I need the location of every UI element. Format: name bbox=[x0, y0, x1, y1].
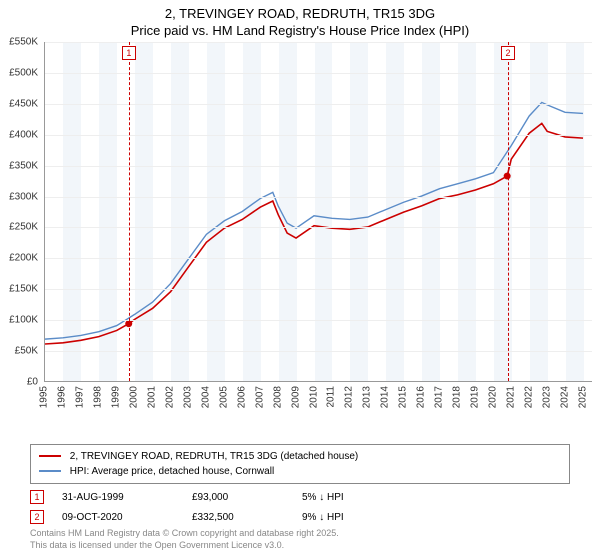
sale-num-box: 2 bbox=[30, 510, 44, 524]
legend-box: 2, TREVINGEY ROAD, REDRUTH, TR15 3DG (de… bbox=[30, 444, 570, 484]
y-tick-label: £250K bbox=[9, 222, 38, 233]
gridline-h bbox=[45, 73, 592, 74]
legend-swatch-1 bbox=[39, 455, 61, 457]
legend-swatch-2 bbox=[39, 470, 61, 472]
x-axis: 1995199619971998199920002001200220032004… bbox=[44, 384, 592, 412]
gridline-h bbox=[45, 227, 592, 228]
x-tick-label: 2010 bbox=[308, 386, 319, 408]
y-tick-label: £300K bbox=[9, 191, 38, 202]
y-tick-label: £150K bbox=[9, 284, 38, 295]
legend-label-1: 2, TREVINGEY ROAD, REDRUTH, TR15 3DG (de… bbox=[70, 451, 358, 462]
sale-price: £93,000 bbox=[192, 492, 302, 503]
chart-title: 2, TREVINGEY ROAD, REDRUTH, TR15 3DG Pri… bbox=[0, 0, 600, 40]
sale-num-box: 1 bbox=[30, 490, 44, 504]
y-axis: £0£50K£100K£150K£200K£250K£300K£350K£400… bbox=[0, 42, 42, 382]
sale-row: 1 31-AUG-1999£93,0005% ↓ HPI bbox=[30, 490, 570, 504]
y-tick-label: £350K bbox=[9, 160, 38, 171]
legend-item-1: 2, TREVINGEY ROAD, REDRUTH, TR15 3DG (de… bbox=[39, 449, 561, 464]
gridline-h bbox=[45, 42, 592, 43]
y-tick-label: £0 bbox=[27, 377, 38, 388]
gridline-h bbox=[45, 351, 592, 352]
x-tick-label: 2020 bbox=[488, 386, 499, 408]
chart-area: £0 £50K £100K £150K £200K £250K £300K £350K £400… bbox=[0, 42, 600, 412]
x-tick-label: 1998 bbox=[92, 386, 103, 408]
x-tick-label: 2022 bbox=[524, 386, 535, 408]
chart-container: 2, TREVINGEY ROAD, REDRUTH, TR15 3DG Pri… bbox=[0, 0, 600, 560]
x-tick-label: 1997 bbox=[74, 386, 85, 408]
x-tick-label: 2023 bbox=[542, 386, 553, 408]
y-tick-label: £400K bbox=[9, 129, 38, 140]
x-tick-label: 2017 bbox=[434, 386, 445, 408]
legend-area: 2, TREVINGEY ROAD, REDRUTH, TR15 3DG (de… bbox=[30, 444, 570, 524]
x-tick-label: 2006 bbox=[236, 386, 247, 408]
sale-vertical-line bbox=[508, 42, 509, 381]
sale-marker: 1 bbox=[122, 46, 136, 60]
x-tick-label: 2025 bbox=[578, 386, 589, 408]
sales-rows: 1 31-AUG-1999£93,0005% ↓ HPI 2 09-OCT-2020£… bbox=[30, 490, 570, 524]
title-line-1: 2, TREVINGEY ROAD, REDRUTH, TR15 3DG bbox=[0, 6, 600, 23]
x-tick-label: 1999 bbox=[110, 386, 121, 408]
gridline-h bbox=[45, 258, 592, 259]
series-line-hpi bbox=[45, 102, 583, 339]
x-tick-label: 2007 bbox=[254, 386, 265, 408]
x-tick-label: 2009 bbox=[290, 386, 301, 408]
x-tick-label: 1995 bbox=[39, 386, 50, 408]
x-tick-label: 2005 bbox=[218, 386, 229, 408]
x-tick-label: 2000 bbox=[128, 386, 139, 408]
x-tick-label: 2016 bbox=[416, 386, 427, 408]
x-tick-label: 2015 bbox=[398, 386, 409, 408]
gridline-h bbox=[45, 289, 592, 290]
y-tick-label: £550K bbox=[9, 37, 38, 48]
footer-line-2: This data is licensed under the Open Gov… bbox=[30, 540, 339, 552]
series-line-price_paid bbox=[45, 123, 583, 344]
footer-attribution: Contains HM Land Registry data © Crown c… bbox=[30, 528, 339, 551]
x-tick-label: 2013 bbox=[362, 386, 373, 408]
footer-line-1: Contains HM Land Registry data © Crown c… bbox=[30, 528, 339, 540]
legend-item-2: HPI: Average price, detached house, Corn… bbox=[39, 464, 561, 479]
x-tick-label: 2019 bbox=[470, 386, 481, 408]
x-tick-label: 2001 bbox=[146, 386, 157, 408]
x-tick-label: 1996 bbox=[56, 386, 67, 408]
y-tick-label: £500K bbox=[9, 67, 38, 78]
sale-date: 09-OCT-2020 bbox=[62, 512, 192, 523]
y-tick-label: £100K bbox=[9, 315, 38, 326]
sale-delta: 5% ↓ HPI bbox=[302, 492, 344, 503]
y-tick-label: £200K bbox=[9, 253, 38, 264]
x-tick-label: 2024 bbox=[560, 386, 571, 408]
title-line-2: Price paid vs. HM Land Registry's House … bbox=[0, 23, 600, 40]
y-tick-label: £450K bbox=[9, 98, 38, 109]
x-tick-label: 2021 bbox=[506, 386, 517, 408]
sale-vertical-line bbox=[129, 42, 130, 381]
x-tick-label: 2008 bbox=[272, 386, 283, 408]
y-tick-label: £50K bbox=[15, 346, 38, 357]
gridline-h bbox=[45, 320, 592, 321]
x-tick-label: 2004 bbox=[200, 386, 211, 408]
x-tick-label: 2011 bbox=[326, 386, 337, 408]
x-tick-label: 2002 bbox=[164, 386, 175, 408]
sale-price: £332,500 bbox=[192, 512, 302, 523]
x-tick-label: 2018 bbox=[452, 386, 463, 408]
x-tick-label: 2014 bbox=[380, 386, 391, 408]
sale-row: 2 09-OCT-2020£332,5009% ↓ HPI bbox=[30, 510, 570, 524]
x-tick-label: 2012 bbox=[344, 386, 355, 408]
sale-marker: 2 bbox=[501, 46, 515, 60]
plot-area: 12 bbox=[44, 42, 592, 382]
legend-label-2: HPI: Average price, detached house, Corn… bbox=[70, 466, 274, 477]
x-tick-label: 2003 bbox=[182, 386, 193, 408]
gridline-h bbox=[45, 197, 592, 198]
gridline-h bbox=[45, 166, 592, 167]
sale-delta: 9% ↓ HPI bbox=[302, 512, 344, 523]
sale-date: 31-AUG-1999 bbox=[62, 492, 192, 503]
gridline-h bbox=[45, 135, 592, 136]
gridline-h bbox=[45, 104, 592, 105]
chart-lines-svg bbox=[45, 42, 592, 381]
